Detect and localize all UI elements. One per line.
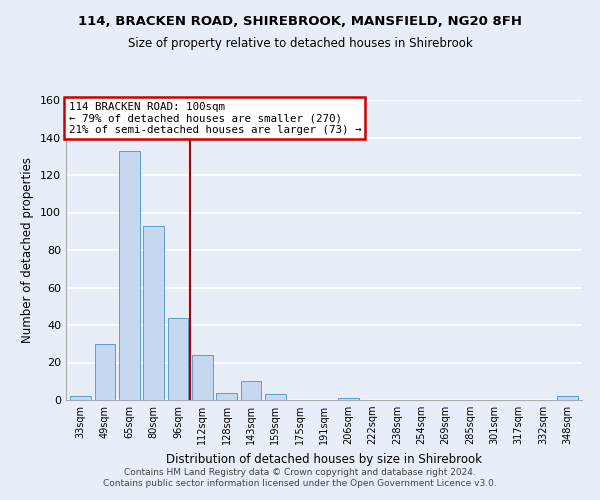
Text: Contains HM Land Registry data © Crown copyright and database right 2024.
Contai: Contains HM Land Registry data © Crown c… — [103, 468, 497, 487]
Bar — [167, 318, 188, 400]
X-axis label: Distribution of detached houses by size in Shirebrook: Distribution of detached houses by size … — [166, 452, 482, 466]
Bar — [143, 226, 164, 400]
Bar — [70, 396, 91, 400]
Text: Size of property relative to detached houses in Shirebrook: Size of property relative to detached ho… — [128, 38, 472, 51]
Bar — [192, 355, 212, 400]
Text: 114, BRACKEN ROAD, SHIREBROOK, MANSFIELD, NG20 8FH: 114, BRACKEN ROAD, SHIREBROOK, MANSFIELD… — [78, 15, 522, 28]
Bar — [95, 344, 115, 400]
Bar — [119, 150, 140, 400]
Bar — [557, 396, 578, 400]
Bar — [265, 394, 286, 400]
Y-axis label: Number of detached properties: Number of detached properties — [22, 157, 34, 343]
Bar — [241, 381, 262, 400]
Text: 114 BRACKEN ROAD: 100sqm
← 79% of detached houses are smaller (270)
21% of semi-: 114 BRACKEN ROAD: 100sqm ← 79% of detach… — [68, 102, 361, 134]
Bar — [338, 398, 359, 400]
Bar — [216, 392, 237, 400]
